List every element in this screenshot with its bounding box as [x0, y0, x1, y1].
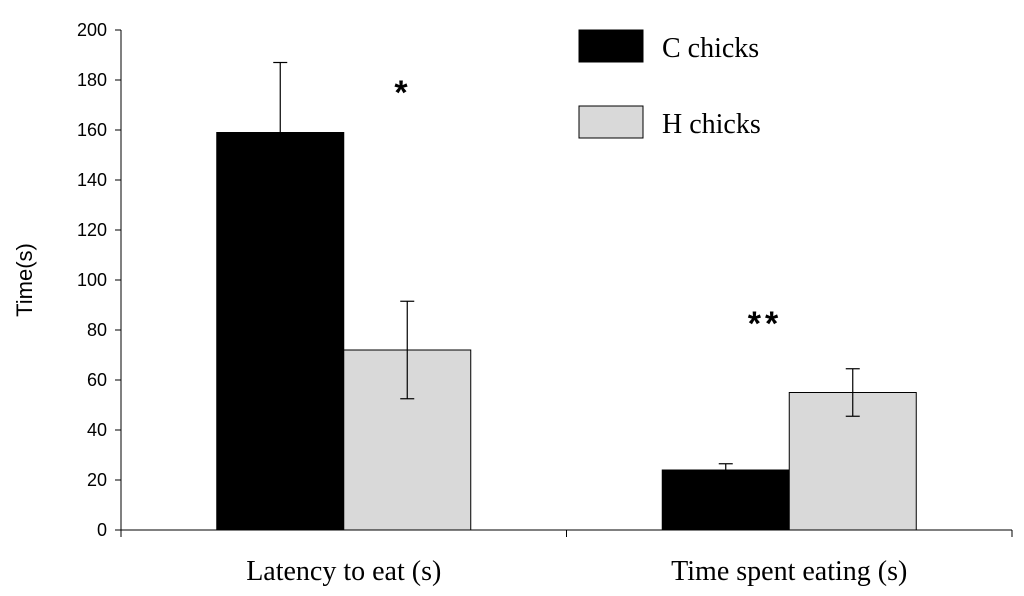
y-axis-label: Time(s) — [12, 243, 37, 317]
legend-swatch — [578, 105, 644, 139]
y-tick-label: 120 — [77, 220, 107, 240]
bars — [216, 132, 917, 531]
x-axis — [120, 529, 1013, 537]
error-bars — [273, 61, 860, 477]
category-label: Time spent eating (s) — [671, 556, 907, 587]
legend-swatch — [578, 29, 644, 63]
category-labels: Latency to eat (s) Time spent eating (s) — [246, 556, 907, 587]
y-tick-label: 200 — [77, 20, 107, 40]
legend-label: C chicks — [662, 33, 759, 64]
y-tick-label: 80 — [87, 320, 107, 340]
y-tick-label: 0 — [97, 520, 107, 540]
bar — [661, 469, 790, 531]
y-tick-label: 20 — [87, 470, 107, 490]
y-tick-label: 140 — [77, 170, 107, 190]
y-axis: 0 20 40 60 80 100 120 140 160 180 200 — [77, 20, 122, 540]
y-tick-label: 160 — [77, 120, 107, 140]
significance-marker: * — [394, 74, 411, 112]
y-tick-label: 60 — [87, 370, 107, 390]
significance-marker: ** — [748, 305, 782, 343]
legend: C chicks H chicks — [578, 29, 761, 140]
significance-markers: *** — [394, 74, 782, 343]
bar — [788, 392, 917, 531]
y-tick-label: 100 — [77, 270, 107, 290]
y-tick-label: 180 — [77, 70, 107, 90]
y-tick-label: 40 — [87, 420, 107, 440]
category-label: Latency to eat (s) — [246, 556, 441, 587]
legend-label: H chicks — [662, 109, 761, 140]
